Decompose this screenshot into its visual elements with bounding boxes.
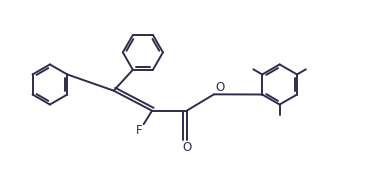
Text: O: O [216,81,225,94]
Text: F: F [136,124,143,137]
Text: O: O [182,141,191,154]
